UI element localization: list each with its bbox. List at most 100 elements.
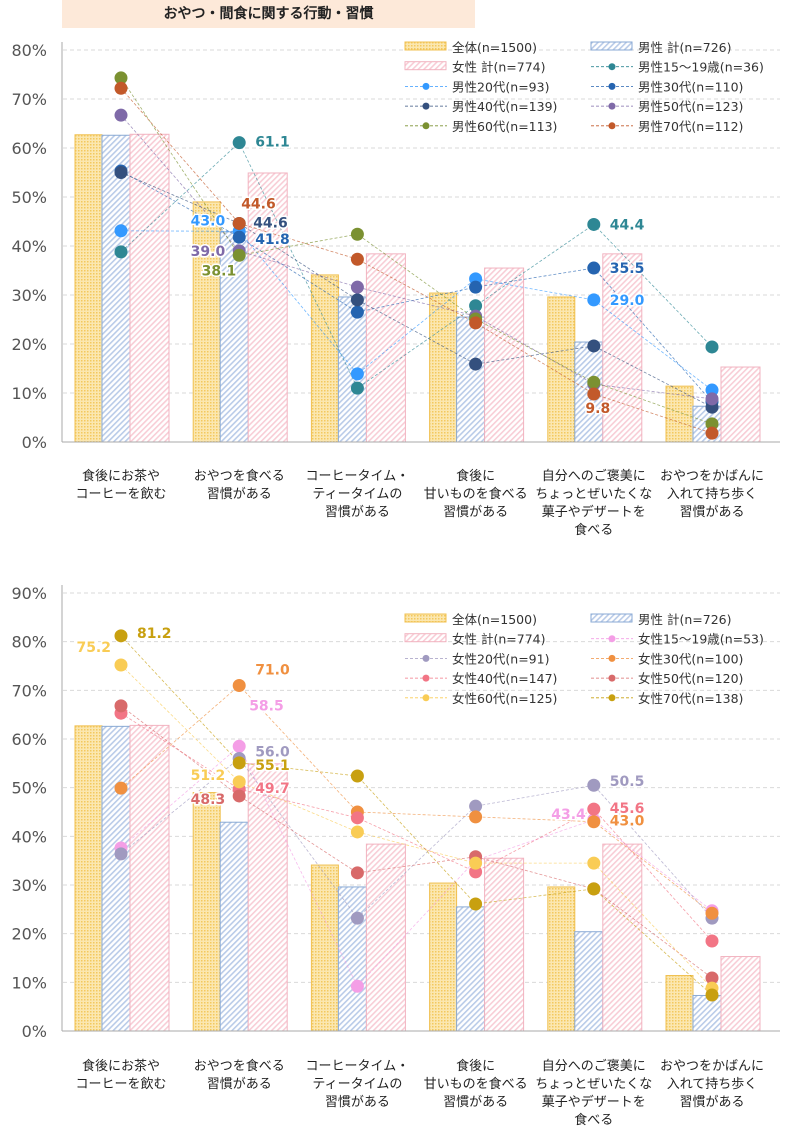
category-label: 入れて持ち歩く xyxy=(667,1077,758,1092)
legend-item: 女性50代(n=120) xyxy=(591,671,743,686)
y-tick-label: 80% xyxy=(11,41,47,60)
data-point xyxy=(469,280,483,294)
data-point xyxy=(232,216,246,230)
legend-item: 女性40代(n=147) xyxy=(405,671,557,686)
y-tick-label: 0% xyxy=(22,433,47,452)
y-tick-label: 80% xyxy=(11,633,47,652)
bar-female xyxy=(129,133,170,443)
bar-overall xyxy=(665,385,694,443)
legend-label: 男性70代(n=112) xyxy=(638,119,743,134)
legend-item: 女性70代(n=138) xyxy=(591,691,743,706)
data-point xyxy=(350,811,364,825)
legend-label: 女性30代(n=100) xyxy=(638,651,743,666)
category-label: おやつをかばんに xyxy=(660,469,764,484)
bar-overall xyxy=(429,882,458,1032)
bar-female xyxy=(365,253,406,443)
category-label: 食後に xyxy=(456,468,495,484)
category-label: 甘いものを食べる xyxy=(424,486,528,502)
legend-label: 女性40代(n=147) xyxy=(452,671,557,686)
data-point xyxy=(350,866,364,880)
legend-marker xyxy=(608,102,616,110)
y-tick-label: 10% xyxy=(11,973,47,992)
category-label: コーヒータイム・ xyxy=(306,469,410,484)
legend-marker xyxy=(608,82,616,90)
data-point xyxy=(469,810,483,824)
bar-overall xyxy=(547,886,576,1032)
legend-marker xyxy=(608,63,616,71)
data-point xyxy=(232,756,246,770)
legend-swatch xyxy=(404,61,447,71)
y-tick-label: 50% xyxy=(11,188,47,207)
data-point xyxy=(469,299,483,313)
data-point xyxy=(705,417,719,431)
y-tick-label: 60% xyxy=(11,139,47,158)
y-tick-label: 30% xyxy=(11,286,47,305)
category-label: ちょっとぜいたくな xyxy=(535,1077,652,1092)
legend-item: 全体(n=1500) xyxy=(404,40,537,55)
bar-male xyxy=(101,725,131,1032)
legend-item: 女性15～19歳(n=53) xyxy=(591,632,764,647)
legend-label: 女性 計(n=774) xyxy=(452,60,545,75)
data-point xyxy=(350,979,364,993)
data-point xyxy=(587,261,601,275)
data-label: 38.1 xyxy=(202,263,237,279)
data-point xyxy=(350,769,364,783)
category-label: 習慣がある xyxy=(207,486,272,502)
data-point xyxy=(705,426,719,440)
category-label: ちょっとぜいたくな xyxy=(535,487,652,502)
data-label: 29.0 xyxy=(610,293,645,309)
data-point xyxy=(705,392,719,406)
data-point xyxy=(232,789,246,803)
legend-item: 女性 計(n=774) xyxy=(404,632,545,647)
data-label: 75.2 xyxy=(76,640,111,656)
data-point xyxy=(114,658,128,672)
category-label: ティータイムの xyxy=(312,487,402,502)
legend-item: 男性70代(n=112) xyxy=(591,119,743,134)
category-label: ティータイムの xyxy=(312,1077,402,1092)
legend-item: 女性30代(n=100) xyxy=(591,651,743,666)
data-label: 51.2 xyxy=(191,768,226,784)
category-label: 習慣がある xyxy=(443,1094,508,1110)
legend-marker xyxy=(608,635,616,643)
data-point xyxy=(114,166,128,179)
legend-swatch xyxy=(590,41,633,51)
series-line xyxy=(120,705,713,979)
legend-item: 男性40代(n=139) xyxy=(405,99,557,114)
series-line xyxy=(120,87,713,434)
series-line xyxy=(120,745,713,987)
category-label: おやつをかばんに xyxy=(660,1059,764,1074)
y-tick-label: 70% xyxy=(11,90,47,109)
data-label: 39.0 xyxy=(191,244,226,260)
bar-female xyxy=(247,172,288,443)
data-point xyxy=(705,988,719,1002)
category-label: 自分へのご褒美に xyxy=(542,468,646,484)
y-tick-label: 10% xyxy=(11,384,47,403)
series-line xyxy=(120,635,713,996)
data-point xyxy=(350,381,364,395)
series-line xyxy=(120,114,713,400)
legend-swatch xyxy=(590,613,633,623)
data-point xyxy=(114,81,128,95)
legend-item: 男性60代(n=113) xyxy=(405,119,557,134)
data-point xyxy=(469,316,483,330)
legend-label: 男性40代(n=139) xyxy=(452,99,557,114)
data-point xyxy=(705,934,719,948)
legend-item: 男性 計(n=726) xyxy=(590,612,731,627)
legend-label: 男性 計(n=726) xyxy=(638,612,731,627)
data-label: 41.8 xyxy=(255,232,290,248)
legend-label: 女性20代(n=91) xyxy=(452,651,549,666)
bar-overall xyxy=(665,975,694,1032)
bar-male xyxy=(101,134,131,443)
series-line xyxy=(120,712,713,942)
legend-marker xyxy=(608,654,616,662)
data-point xyxy=(114,781,128,795)
series-line xyxy=(120,77,713,425)
data-point xyxy=(114,108,128,122)
data-label: 71.0 xyxy=(255,662,290,678)
data-point xyxy=(587,375,601,389)
data-point xyxy=(114,224,128,238)
legend-label: 男性15～19歳(n=36) xyxy=(638,60,764,75)
bar-male xyxy=(456,316,486,443)
bar-overall xyxy=(74,725,103,1032)
y-tick-label: 20% xyxy=(11,925,47,944)
